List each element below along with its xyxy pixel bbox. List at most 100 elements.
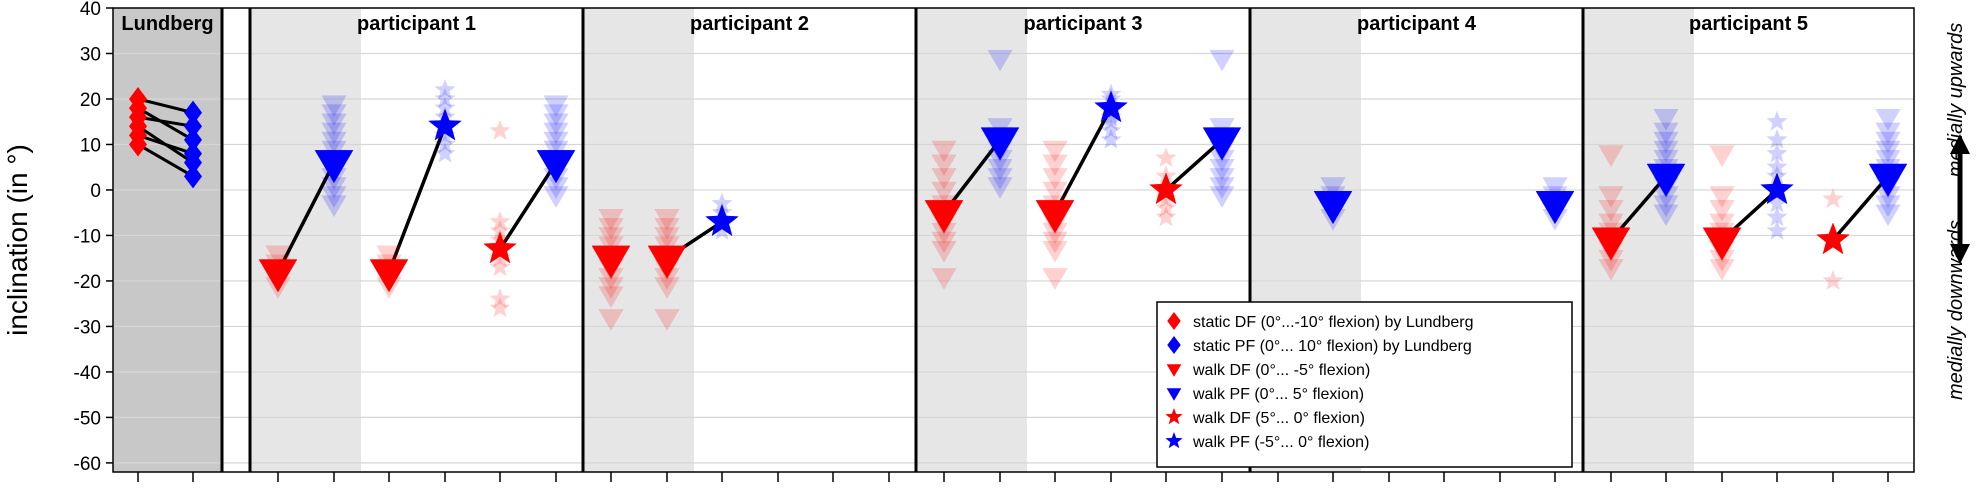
mean-triangle-marker-20	[1646, 163, 1686, 197]
lundberg-diamond-marker-1-1	[184, 114, 202, 139]
triangle-marker-19-2	[1598, 199, 1624, 222]
triangle-marker-20-9	[1653, 204, 1679, 227]
ytick-label--60: -60	[74, 454, 101, 475]
panel-title-1: participant 1	[357, 13, 476, 35]
triangle-marker-19-7	[1598, 259, 1624, 281]
star-marker-22-6	[1766, 206, 1788, 227]
mean-triangle-marker-19	[1591, 227, 1631, 261]
ytick-label--20: -20	[74, 272, 101, 293]
lundberg-diamond-marker-1-2	[184, 127, 202, 152]
triangle-marker-19-6	[1598, 249, 1624, 272]
star-marker-5-4	[434, 124, 456, 145]
triangle-marker-11-0	[931, 140, 957, 163]
star-marker-6-4	[489, 247, 511, 268]
triangle-marker-3-10	[321, 186, 347, 208]
ytick-label--10: -10	[74, 226, 101, 247]
mean-triangle-marker-9	[647, 245, 687, 279]
star-marker-15-4	[1155, 206, 1177, 227]
panel-title-3: participant 3	[1024, 13, 1143, 35]
mean-star-marker-6	[483, 231, 517, 264]
y-axis-label: inclination (in °)	[2, 144, 33, 336]
triangle-marker-3-9	[321, 177, 347, 199]
triangle-marker-7-3	[543, 122, 569, 145]
triangle-marker-13-8	[1042, 240, 1068, 263]
ytick-label-20: 20	[80, 90, 101, 111]
star-marker-6-0	[489, 119, 511, 140]
triangle-marker-11-8	[931, 240, 957, 263]
plot-frame	[112, 7, 1915, 473]
triangle-marker-21-3	[1709, 213, 1735, 236]
ytick-label--30: -30	[74, 317, 101, 338]
star-marker-23-0	[1822, 188, 1844, 208]
star-marker-10-0	[711, 192, 733, 213]
triangle-marker-16-7	[1209, 177, 1235, 199]
triangle-marker-12-7	[987, 177, 1013, 199]
triangle-marker-13-1	[1042, 154, 1068, 177]
legend-box	[1156, 301, 1573, 468]
mean-triangle-marker-2	[258, 259, 298, 293]
legend-diamond-icon-0	[1167, 312, 1181, 330]
star-marker-5-2	[434, 97, 456, 117]
connection-line-0-2	[137, 115, 194, 128]
star-marker-15-0	[1155, 147, 1177, 167]
triangle-marker-13-0	[1042, 140, 1068, 163]
connection-line-0-4	[137, 133, 194, 155]
triangle-marker-2-0	[265, 245, 291, 268]
triangle-marker-11-3	[931, 181, 957, 204]
legend-star-icon-5	[1165, 432, 1183, 449]
triangle-marker-9-0	[654, 209, 680, 231]
mean-star-marker-23	[1816, 222, 1850, 255]
triangle-marker-21-2	[1709, 199, 1735, 222]
legend-label-5: walk PF (-5°... 0° flexion)	[1192, 434, 1369, 451]
mean-triangle-marker-3	[314, 150, 354, 184]
triangle-marker-3-4	[321, 131, 347, 154]
triangle-marker-19-3	[1598, 213, 1624, 236]
star-marker-14-5	[1100, 128, 1122, 149]
triangle-marker-20-1	[1653, 122, 1679, 145]
triangle-marker-3-3	[321, 122, 347, 145]
arrow-down-icon	[1950, 244, 1970, 264]
triangle-marker-16-4	[1209, 149, 1235, 172]
ytick-label--50: -50	[74, 408, 101, 429]
star-marker-22-5	[1766, 192, 1788, 213]
triangle-marker-24-0	[1875, 108, 1901, 131]
triangle-marker-11-7	[931, 231, 957, 254]
triangle-marker-3-0	[321, 95, 347, 117]
mean-star-marker-15	[1149, 172, 1183, 205]
triangle-marker-24-8	[1875, 195, 1901, 217]
triangle-marker-21-7	[1709, 259, 1735, 281]
triangle-marker-7-4	[543, 131, 569, 154]
mean-star-marker-5	[428, 108, 462, 141]
triangle-marker-21-1	[1709, 186, 1735, 208]
lundberg-diamond-marker-0-5	[129, 132, 147, 157]
triangle-marker-13-3	[1042, 181, 1068, 204]
triangle-marker-12-5	[987, 159, 1013, 181]
ytick-label-10: 10	[80, 135, 101, 156]
connection-line-1	[276, 161, 336, 273]
mean-triangle-marker-24	[1868, 163, 1908, 197]
mean-triangle-marker-8	[591, 245, 631, 279]
connection-line-3	[498, 161, 558, 251]
mean-star-marker-14	[1094, 90, 1128, 123]
triangle-marker-19-1	[1598, 186, 1624, 208]
triangle-marker-11-9	[931, 268, 957, 290]
triangle-marker-8-1	[598, 218, 624, 240]
legend-label-0: static DF (0°...-10° flexion) by Lundber…	[1193, 314, 1473, 331]
legend-triangle-icon-3	[1166, 388, 1182, 401]
ytick-label-40: 40	[80, 0, 101, 20]
triangle-marker-20-0	[1653, 108, 1679, 131]
mean-triangle-marker-13	[1035, 200, 1075, 234]
arrow-up-icon	[1950, 134, 1970, 154]
panel-title-0: Lundberg	[121, 13, 213, 35]
triangle-marker-8-9	[598, 309, 624, 331]
lundberg-diamond-marker-1-4	[184, 150, 202, 175]
triangle-marker-8-2	[598, 227, 624, 249]
triangle-marker-20-2	[1653, 131, 1679, 154]
panel-shade-2	[583, 8, 694, 472]
triangle-marker-16-6	[1209, 168, 1235, 190]
star-marker-22-2	[1766, 142, 1788, 163]
triangle-marker-16-8	[1209, 186, 1235, 208]
star-marker-14-3	[1100, 110, 1122, 131]
